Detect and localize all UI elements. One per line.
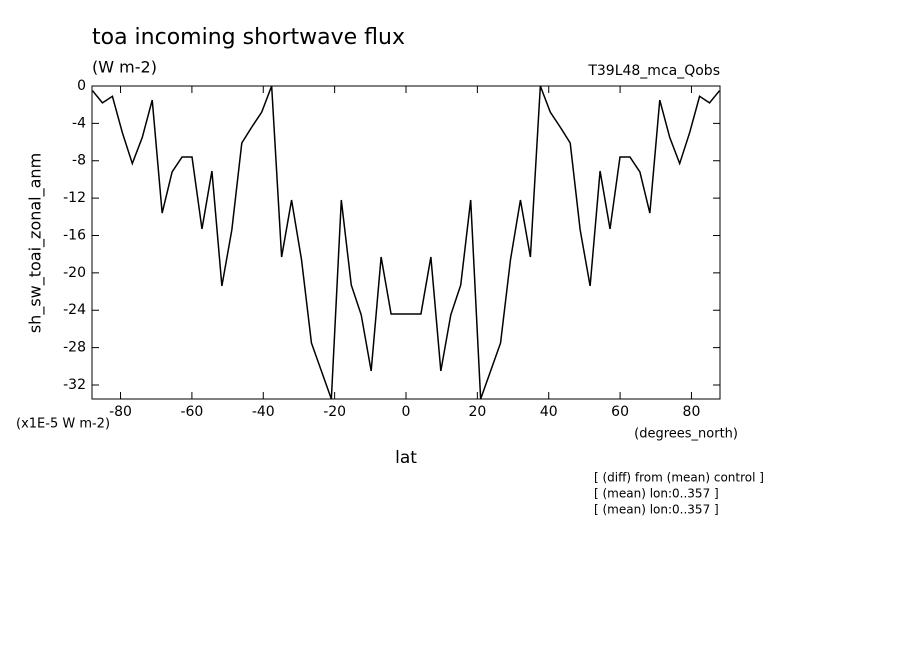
y-tick-label: -24 [63,302,86,318]
x-tick-label: 60 [611,404,629,420]
x-tick-label: -80 [109,404,132,420]
subtitle: (W m-2) [92,58,157,77]
y-tick-label: -16 [63,227,86,243]
x-tick-label: -40 [252,404,275,420]
x-units: (degrees_north) [634,427,738,442]
data-line [91,85,721,400]
y-tick-label: -12 [63,190,86,206]
x-tick-label: 20 [468,404,486,420]
x-tick-label: -60 [180,404,203,420]
x-tick-label: 80 [683,404,701,420]
y-tick-label: -20 [63,265,86,281]
y-tick-label: -28 [63,340,86,356]
x-tick-label: -20 [323,404,346,420]
y-units: (x1E-5 W m-2) [16,417,110,432]
note: [ (diff) from (mean) control ] [594,471,764,485]
note: [ (mean) lon:0..357 ] [594,487,719,501]
y-axis-label: sh_sw_toai_zonal_anm [26,153,46,333]
x-tick-label: 40 [540,404,558,420]
x-axis-label: lat [395,448,417,468]
chart-title: toa incoming shortwave flux [92,25,405,50]
y-tick-label: -32 [63,377,86,393]
y-tick-label: 0 [77,78,86,94]
y-tick-label: -4 [72,115,86,131]
note: [ (mean) lon:0..357 ] [594,503,719,517]
plot-frame [91,85,721,400]
y-tick-label: -8 [72,153,86,169]
x-tick-label: 0 [402,404,411,420]
run-label: T39L48_mca_Qobs [587,63,720,79]
